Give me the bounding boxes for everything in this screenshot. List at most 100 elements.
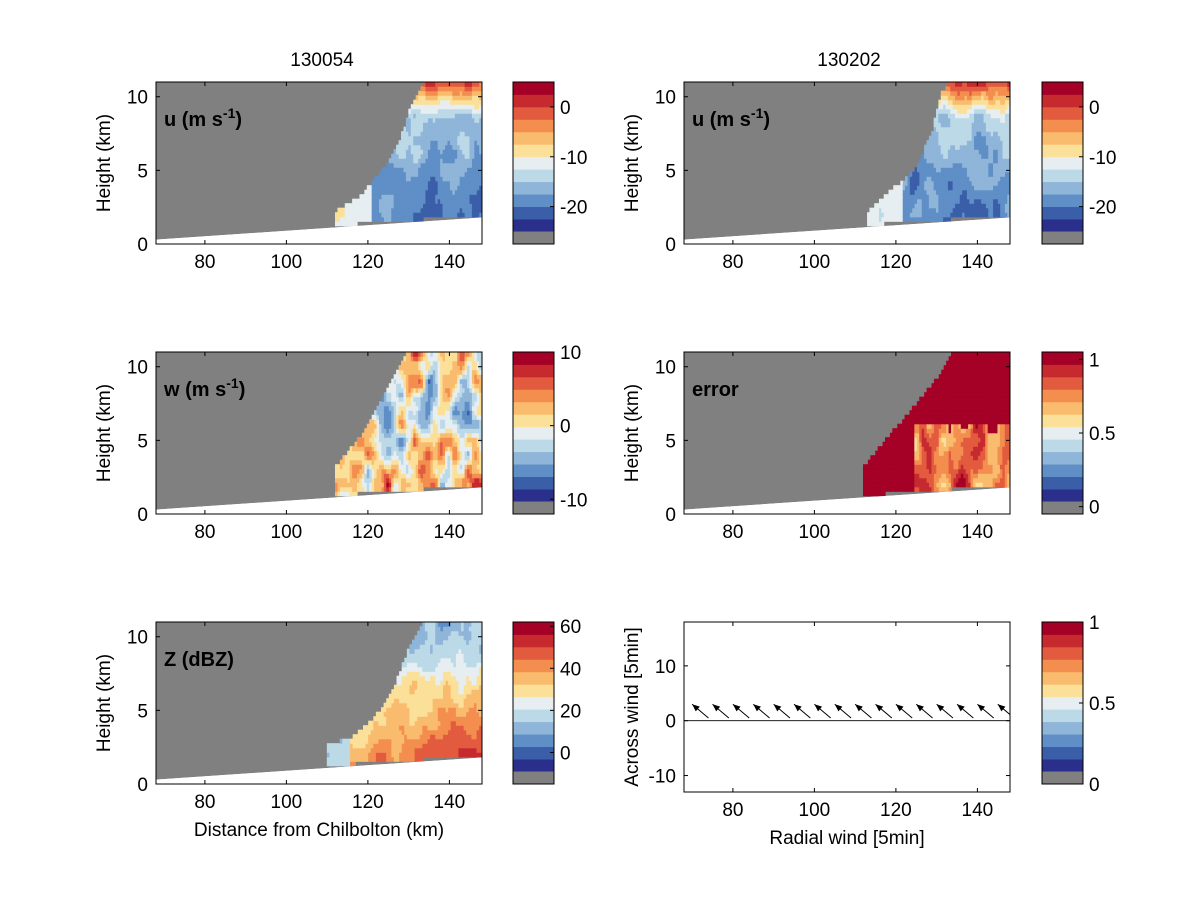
field-cell [423, 428, 427, 434]
field-cell [398, 207, 402, 213]
field-cell [952, 203, 956, 209]
field-cell [1007, 144, 1010, 150]
field-cell [435, 446, 439, 452]
field-cell [950, 198, 954, 204]
field-cell [479, 419, 482, 425]
field-cell [975, 405, 979, 411]
field-cell [1002, 149, 1006, 155]
field-cell [464, 113, 468, 119]
field-cell [953, 432, 957, 438]
field-cell [975, 419, 979, 425]
field-cell [449, 82, 453, 87]
field-cell [435, 189, 439, 195]
field-cell [447, 365, 451, 371]
field-cell [459, 117, 463, 123]
field-cell [877, 486, 881, 492]
field-cell [950, 176, 954, 182]
field-cell [357, 446, 361, 452]
colorbar-swatch [513, 401, 554, 415]
field-cell [1007, 212, 1010, 218]
field-cell [965, 352, 969, 357]
field-cell [963, 477, 967, 483]
field-cell [366, 428, 370, 434]
field-cell [1002, 95, 1006, 101]
field-cell [978, 171, 982, 177]
field-cell [941, 414, 945, 420]
field-cell [391, 414, 395, 420]
field-cell [950, 95, 954, 101]
field-cell [929, 401, 933, 407]
field-cell [867, 221, 871, 227]
field-cell [946, 360, 950, 366]
field-cell [415, 189, 419, 195]
field-cell [880, 473, 884, 479]
field-cell [415, 149, 419, 155]
y-tick-label: 10 [127, 88, 148, 109]
field-cell [452, 158, 456, 164]
field-cell [376, 468, 380, 474]
field-cell [476, 378, 480, 384]
field-cell [376, 207, 380, 213]
field-cell [892, 468, 896, 474]
field-cell [931, 135, 935, 141]
field-cell [474, 401, 478, 407]
field-cell [948, 432, 952, 438]
field-cell [445, 117, 449, 123]
field-cell [1000, 212, 1004, 218]
field-cell [969, 212, 973, 218]
field-cell [951, 432, 955, 438]
field-cell [957, 99, 961, 105]
field-cell [366, 486, 370, 492]
field-cell [442, 207, 446, 213]
field-cell [955, 198, 959, 204]
field-cell [936, 194, 939, 200]
field-cell [990, 86, 994, 92]
field-cell [969, 194, 973, 200]
field-cell [897, 428, 901, 434]
field-cell [379, 450, 383, 456]
field-cell [1004, 149, 1008, 155]
field-cell [413, 464, 417, 470]
field-cell [469, 414, 473, 420]
field-cell [425, 99, 429, 105]
field-cell [437, 162, 441, 168]
colorbar-swatch [513, 119, 554, 133]
field-cell [981, 131, 985, 137]
field-cell [914, 414, 918, 420]
field-cell [447, 473, 451, 479]
field-cell [408, 216, 412, 222]
field-cell [440, 90, 444, 96]
field-cell [965, 477, 969, 483]
field-cell [464, 482, 468, 488]
field-cell [933, 482, 937, 488]
field-cell [933, 477, 937, 483]
field-cell [440, 468, 444, 474]
field-cell [420, 464, 424, 470]
field-cell [957, 122, 961, 128]
field-cell [425, 113, 429, 119]
field-cell [410, 432, 414, 438]
field-cell [928, 149, 932, 155]
field-cell [955, 212, 959, 218]
field-cell [445, 401, 449, 407]
field-cell [423, 153, 427, 159]
field-cell [445, 99, 449, 105]
field-cell [437, 95, 441, 101]
field-cell [976, 171, 980, 177]
field-cell [420, 113, 424, 119]
field-cell [454, 212, 458, 218]
field-cell [895, 189, 899, 195]
field-cell [479, 405, 482, 411]
field-cell [430, 468, 434, 474]
field-cell [947, 144, 951, 150]
field-cell [964, 194, 968, 200]
field-cell [462, 207, 466, 213]
field-cell [396, 176, 400, 182]
field-cell [427, 171, 431, 177]
field-cell [415, 468, 419, 474]
field-cell [471, 473, 475, 479]
field-cell [938, 459, 942, 465]
field-cell [413, 171, 417, 177]
field-cell [383, 203, 387, 209]
field-cell [459, 459, 463, 465]
